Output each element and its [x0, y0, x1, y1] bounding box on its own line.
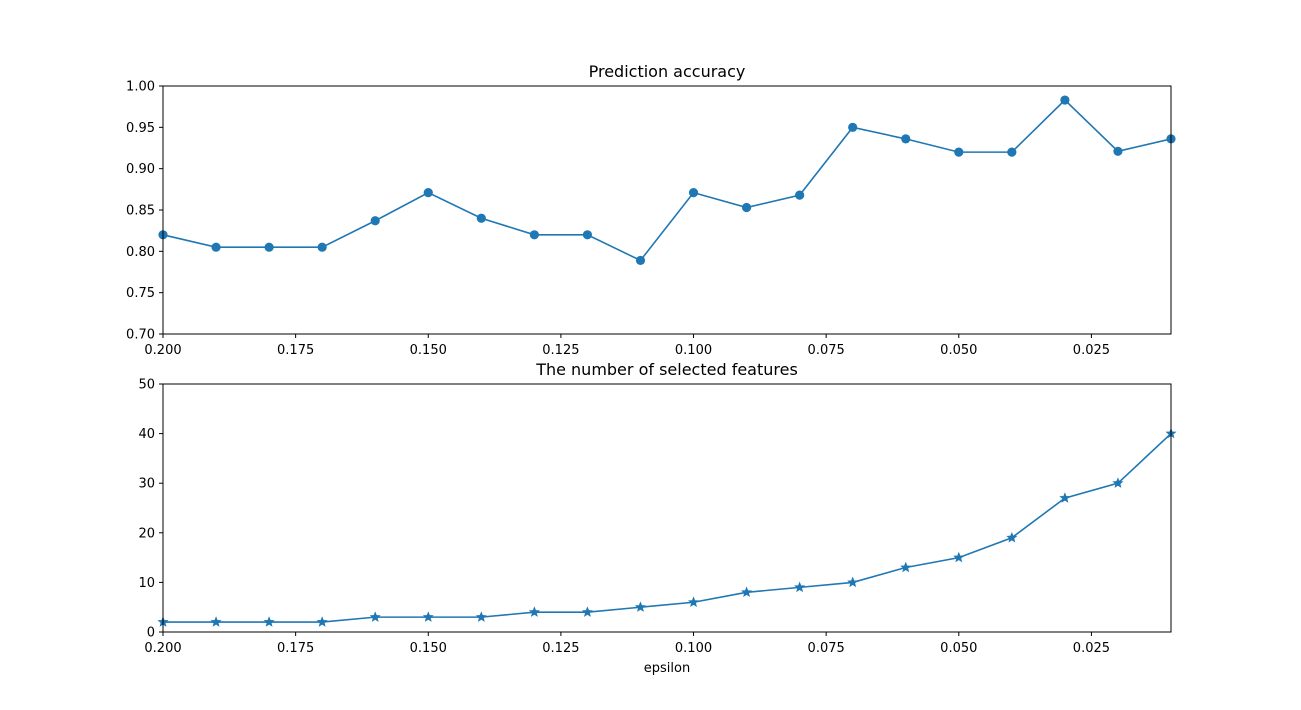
accuracy-chart-title: Prediction accuracy [589, 62, 746, 81]
features-series-line [163, 433, 1172, 623]
accuracy-series-markers [158, 95, 1176, 266]
features-x-tick-label: 0.175 [277, 641, 314, 656]
features-y-tick-label: 10 [138, 576, 155, 591]
accuracy-y-ticks: 0.70 0.75 0.80 0.85 0.90 0.95 1.00 [126, 80, 163, 343]
accuracy-data-point [317, 242, 327, 252]
accuracy-y-tick-label: 0.70 [126, 328, 155, 343]
features-x-tick-label: 0.150 [410, 641, 447, 656]
accuracy-data-point [635, 255, 646, 266]
accuracy-x-tick-label: 0.075 [808, 343, 845, 358]
features-chart: The number of selected features 0 10 20 30 4… [138, 360, 1177, 676]
accuracy-x-tick-label: 0.025 [1073, 343, 1110, 358]
accuracy-data-point [848, 122, 858, 132]
features-y-ticks: 0 10 20 30 40 50 [138, 378, 163, 641]
features-data-point [953, 551, 965, 563]
accuracy-y-tick-label: 0.95 [126, 121, 155, 136]
accuracy-x-tick-label: 0.125 [542, 343, 579, 358]
features-y-tick-label: 0 [147, 626, 155, 641]
features-plot-frame [162, 383, 1172, 633]
features-data-point [422, 611, 434, 622]
features-x-tick-label: 0.025 [1073, 641, 1110, 656]
accuracy-data-point [1007, 147, 1017, 157]
accuracy-data-point [741, 202, 752, 213]
accuracy-y-tick-label: 0.75 [126, 286, 155, 301]
features-data-point [1112, 477, 1124, 488]
features-x-tick-label: 0.050 [940, 641, 977, 656]
accuracy-data-point [423, 188, 433, 198]
features-data-point [900, 561, 912, 573]
features-x-ticks: 0.200 0.175 0.150 0.125 0.100 0.075 0.050 0.025 [144, 632, 1110, 656]
accuracy-x-tick-label: 0.200 [144, 343, 181, 358]
features-x-tick-label: 0.075 [808, 641, 845, 656]
features-data-point [634, 601, 646, 612]
accuracy-data-point [529, 230, 539, 240]
features-x-tick-label: 0.200 [144, 641, 181, 656]
features-data-point [1059, 492, 1071, 503]
features-data-point [475, 611, 487, 622]
accuracy-data-point [476, 213, 486, 223]
features-data-point [263, 616, 275, 627]
features-data-point [210, 616, 222, 627]
accuracy-plot-frame [162, 85, 1172, 335]
features-data-point [369, 611, 381, 622]
features-data-point [316, 616, 328, 627]
accuracy-x-tick-label: 0.100 [675, 343, 712, 358]
features-data-point [581, 606, 593, 617]
accuracy-chart: Prediction accuracy 0.70 0.75 0.80 0.85 0.90… [126, 62, 1176, 358]
accuracy-data-point [954, 147, 964, 157]
features-data-point [847, 576, 859, 588]
features-data-point [528, 606, 540, 617]
accuracy-y-tick-label: 0.90 [126, 162, 155, 177]
accuracy-x-tick-label: 0.175 [277, 343, 314, 358]
accuracy-data-point [1060, 95, 1070, 105]
features-y-tick-label: 20 [138, 526, 155, 541]
features-data-point [794, 581, 806, 593]
accuracy-series-line [162, 98, 1172, 262]
features-x-tick-label: 0.100 [675, 641, 712, 656]
accuracy-y-tick-label: 1.00 [126, 80, 155, 95]
accuracy-data-point [795, 190, 805, 200]
features-y-tick-label: 30 [138, 477, 155, 492]
features-data-point [1006, 531, 1018, 543]
features-data-point [741, 586, 753, 598]
features-x-tick-label: 0.125 [542, 641, 579, 656]
accuracy-x-tick-label: 0.050 [940, 343, 977, 358]
accuracy-y-tick-label: 0.80 [126, 245, 155, 260]
features-y-tick-label: 40 [138, 427, 155, 442]
accuracy-data-point [582, 230, 593, 240]
accuracy-data-point [688, 188, 699, 198]
features-data-point [688, 596, 700, 607]
accuracy-x-tick-label: 0.150 [410, 343, 447, 358]
accuracy-data-point [370, 216, 380, 226]
accuracy-y-tick-label: 0.85 [126, 204, 155, 219]
accuracy-data-point [901, 134, 911, 144]
features-x-axis-label: epsilon [644, 661, 690, 676]
accuracy-data-point [1113, 146, 1123, 156]
accuracy-x-ticks: 0.200 0.175 0.150 0.125 0.100 0.075 0.050 0.025 [144, 334, 1110, 358]
features-y-tick-label: 50 [138, 378, 155, 393]
accuracy-data-point [211, 242, 221, 252]
features-chart-title: The number of selected features [535, 360, 798, 379]
accuracy-data-point [264, 242, 274, 252]
